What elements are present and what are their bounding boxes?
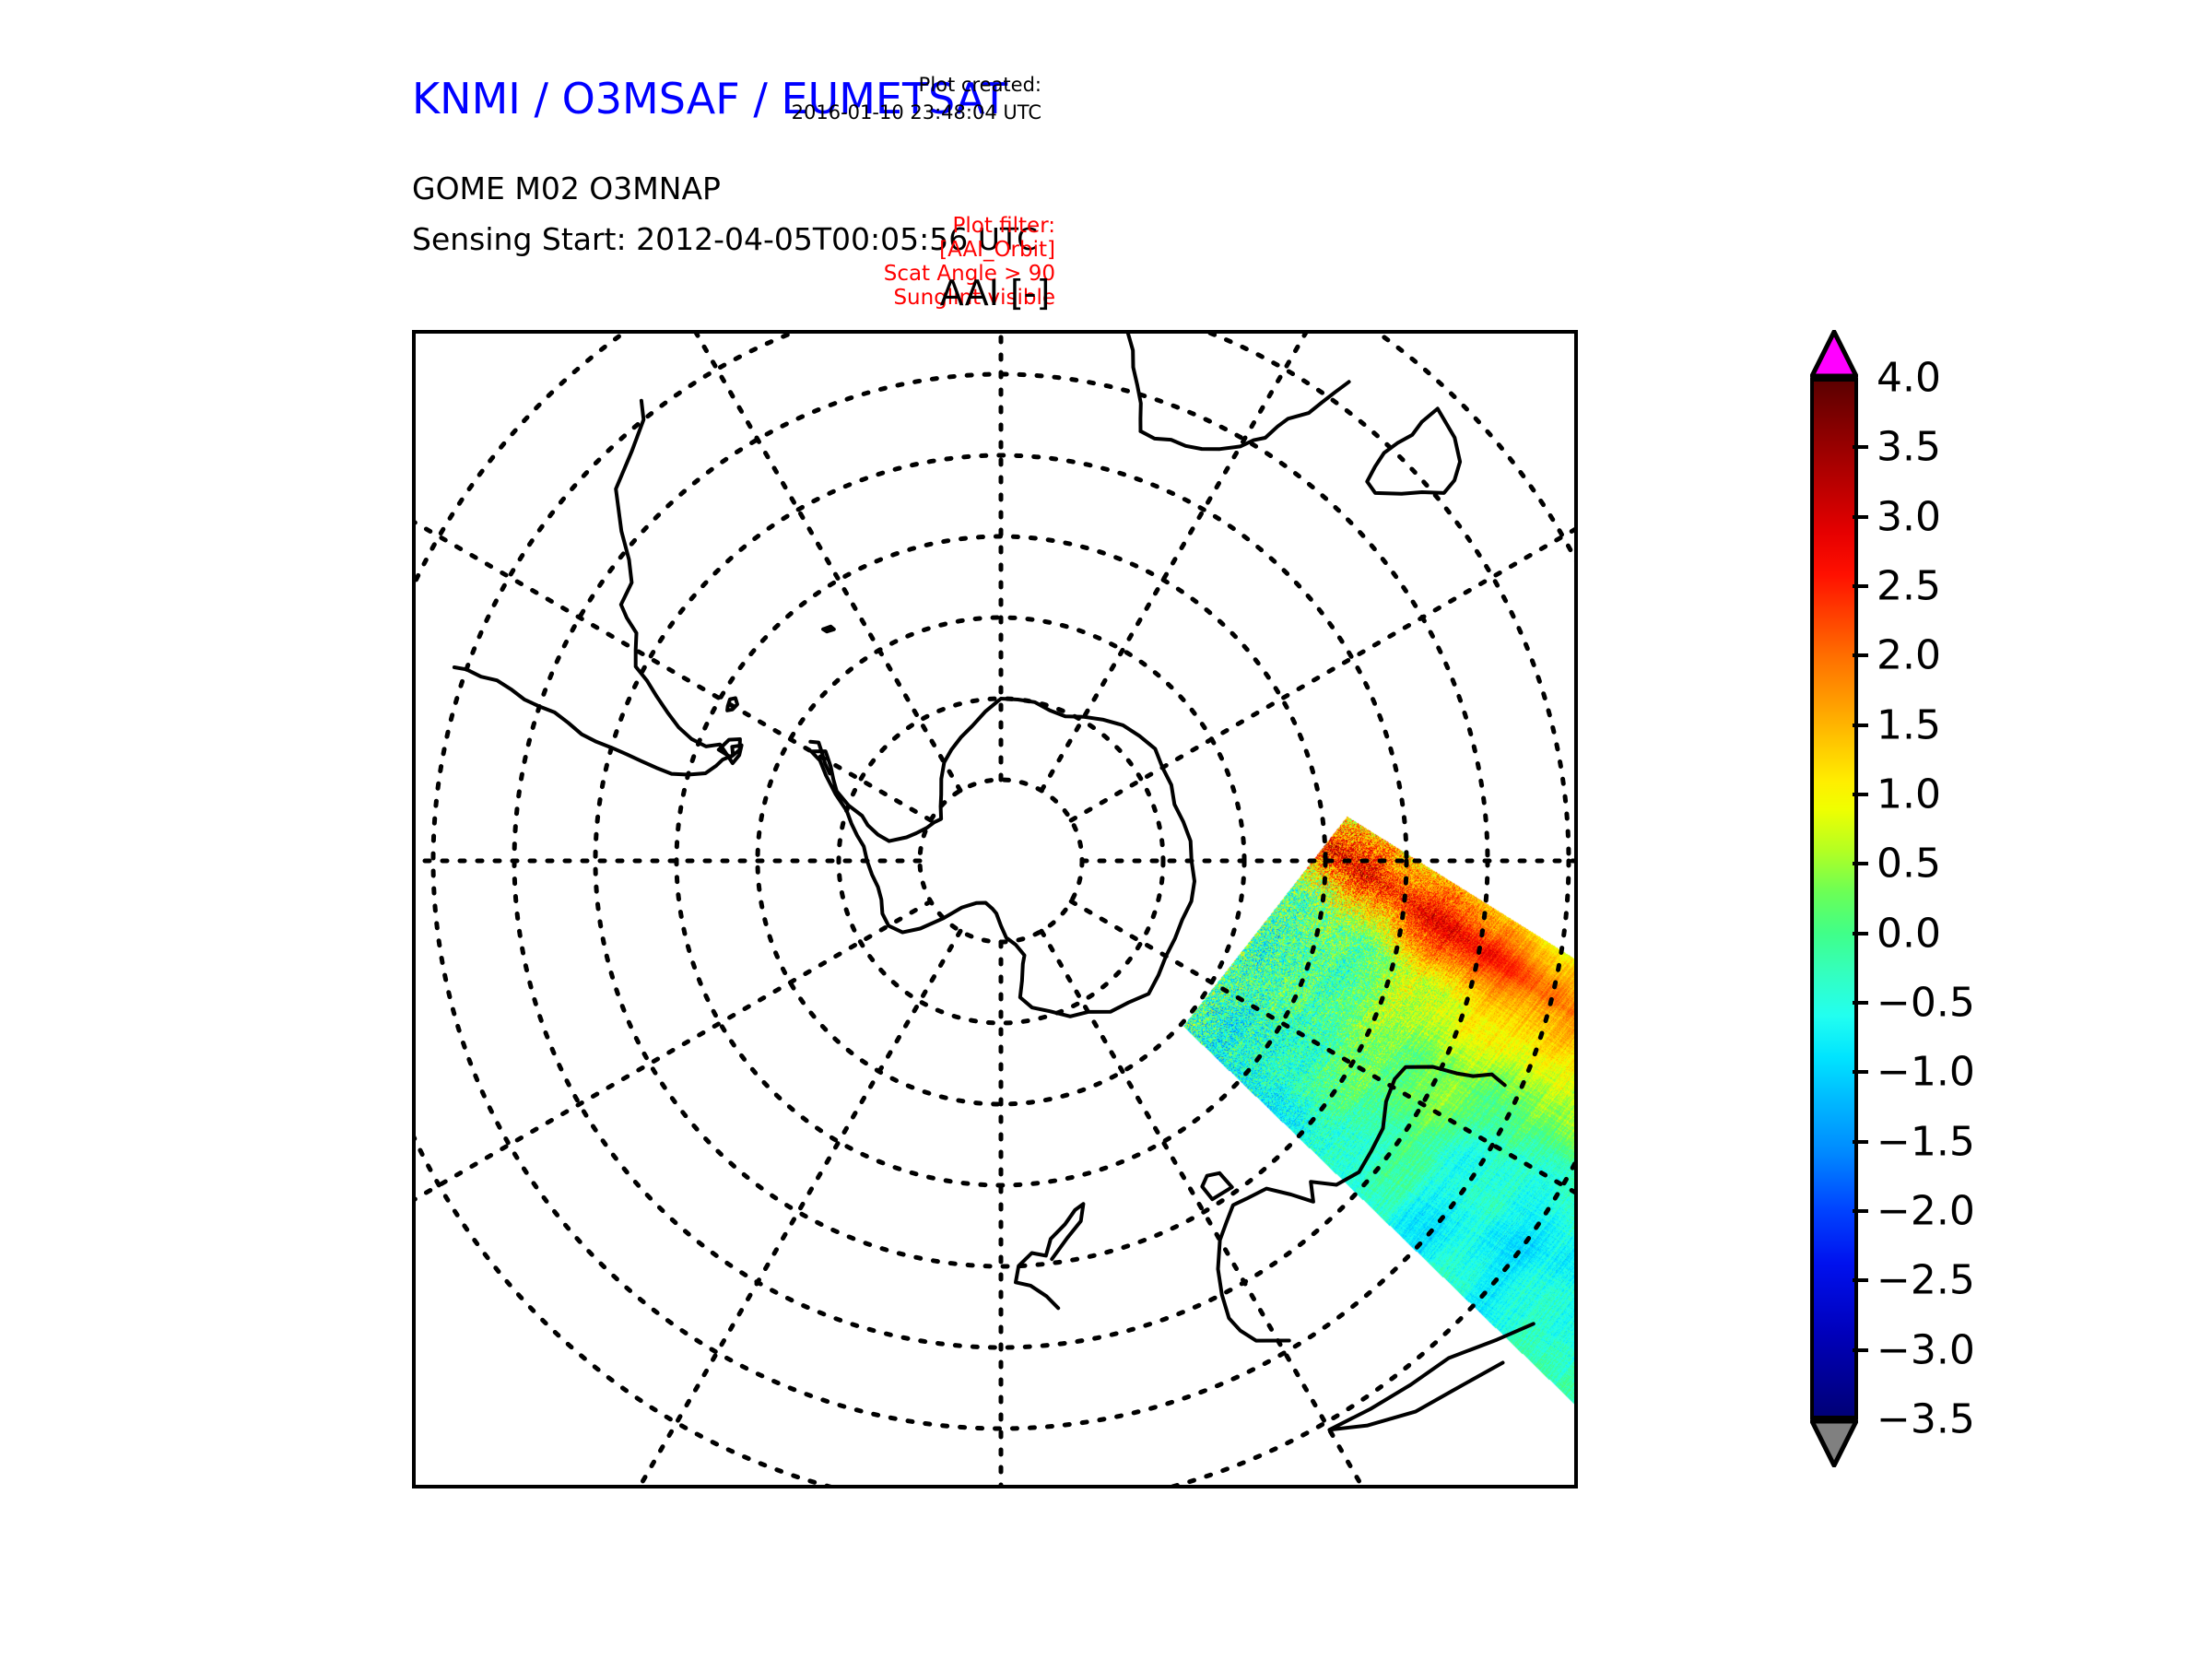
longitude-line (416, 899, 934, 1202)
colorbar-tick-mark (1853, 793, 1868, 796)
colorbar-tick-mark (1853, 1001, 1868, 1005)
coastline-path (1125, 334, 1143, 433)
plot-filter-line-2: Scat Angle > 90 (883, 261, 1055, 286)
colorbar-tick-mark (1853, 1070, 1868, 1075)
colorbar-tick-label: 3.5 (1877, 423, 1941, 471)
plot-filter-line-0: Plot filter: (952, 214, 1055, 238)
map-plot-area (412, 330, 1578, 1488)
colorbar-tick-label: 0.5 (1877, 840, 1941, 888)
coastline-path (1365, 406, 1463, 496)
colorbar-tick-label: −1.0 (1877, 1048, 1975, 1096)
colorbar-tick-mark (1853, 514, 1868, 519)
longitude-line (1039, 334, 1309, 794)
colorbar-tick-label: 0.0 (1877, 910, 1941, 958)
colorbar-tick-mark (1853, 931, 1868, 935)
graticule-lines (416, 334, 1574, 1485)
coastline-path (725, 696, 739, 712)
colorbar-tick-label: −1.5 (1877, 1118, 1975, 1166)
latitude-circle (836, 696, 1166, 1026)
coastline-path (716, 737, 742, 759)
colorbar-under-arrow (1810, 1419, 1858, 1467)
coastline-path (1216, 1065, 1507, 1343)
colorbar-tick-mark (1853, 584, 1868, 588)
plot-created-timestamp: 2016-01-10 23:48:04 UTC (791, 101, 1041, 124)
latitude-circle (512, 371, 1490, 1350)
colorbar-tick-label: 1.5 (1877, 701, 1941, 749)
colorbar-tick-label: 4.0 (1877, 354, 1941, 402)
sensing-start-line: Sensing Start: 2012-04-05T00:05:56 UTC (412, 221, 1039, 257)
organization-title: KNMI / O3MSAF / EUMETSAT (412, 74, 1008, 124)
latitude-circle (430, 334, 1571, 1431)
colorbar-tick-label: −0.5 (1877, 979, 1975, 1027)
latitude-circle (593, 453, 1409, 1269)
longitude-line (416, 520, 934, 823)
colorbar-gradient-body (1810, 378, 1858, 1419)
plot-title: AAI [-] (939, 273, 1051, 313)
colorbar-over-arrow (1810, 330, 1858, 378)
colorbar-tick-mark (1853, 445, 1868, 450)
coastline-path (808, 739, 832, 776)
coastline-path (1014, 1202, 1086, 1311)
colorbar-tick-mark (1853, 1209, 1868, 1213)
plot-created-label: Plot created: (918, 74, 1041, 96)
colorbar-tick-mark (1853, 1139, 1868, 1144)
colorbar-tick-label: 3.0 (1877, 493, 1941, 541)
colorbar-tick-mark (1853, 653, 1868, 658)
colorbar: 4.0 3.5 3.0 2.5 2.0 1.5 1.0 0.5 0.0 −0.5 −1.0 −1.5 −… (1805, 330, 2192, 1500)
longitude-line (1039, 928, 1364, 1485)
map-overlay-svg (416, 334, 1574, 1485)
colorbar-tick-mark (1853, 1278, 1868, 1283)
coastline-path (809, 697, 1196, 1018)
colorbar-tick-label: 2.5 (1877, 562, 1941, 610)
colorbar-tick-mark (1853, 1347, 1868, 1352)
longitude-line (638, 928, 963, 1485)
instrument-product-line: GOME M02 O3MNAP (412, 171, 721, 206)
coastline-path (452, 398, 744, 777)
colorbar-tick-label: 2.0 (1877, 631, 1941, 679)
plot-filter-line-1: [AAI_Orbit] (939, 237, 1055, 262)
longitude-line (1068, 527, 1574, 823)
colorbar-tick-label: −3.0 (1877, 1326, 1975, 1374)
coastline-path (821, 624, 836, 634)
plot-filter-annotation: Plot filter: [AAI_Orbit] Scat Angle > 90… (884, 214, 1055, 310)
colorbar-tick-label: −2.5 (1877, 1256, 1975, 1304)
colorbar-tick-label: −3.5 (1877, 1395, 1975, 1443)
colorbar-tick-label: 1.0 (1877, 771, 1941, 818)
longitude-line (1068, 899, 1574, 1194)
coastline-path (1200, 1171, 1234, 1202)
colorbar-tick-mark (1853, 723, 1868, 727)
plot-filter-line-3: Sunglint visible (893, 285, 1055, 310)
colorbar-gradient (1814, 382, 1854, 1416)
colorbar-tick-mark (1853, 862, 1868, 866)
colorbar-tick-label: −2.0 (1877, 1187, 1975, 1235)
coastline-path (1138, 380, 1351, 452)
coastlines (452, 334, 1535, 1432)
coastline-path (1327, 1322, 1535, 1432)
